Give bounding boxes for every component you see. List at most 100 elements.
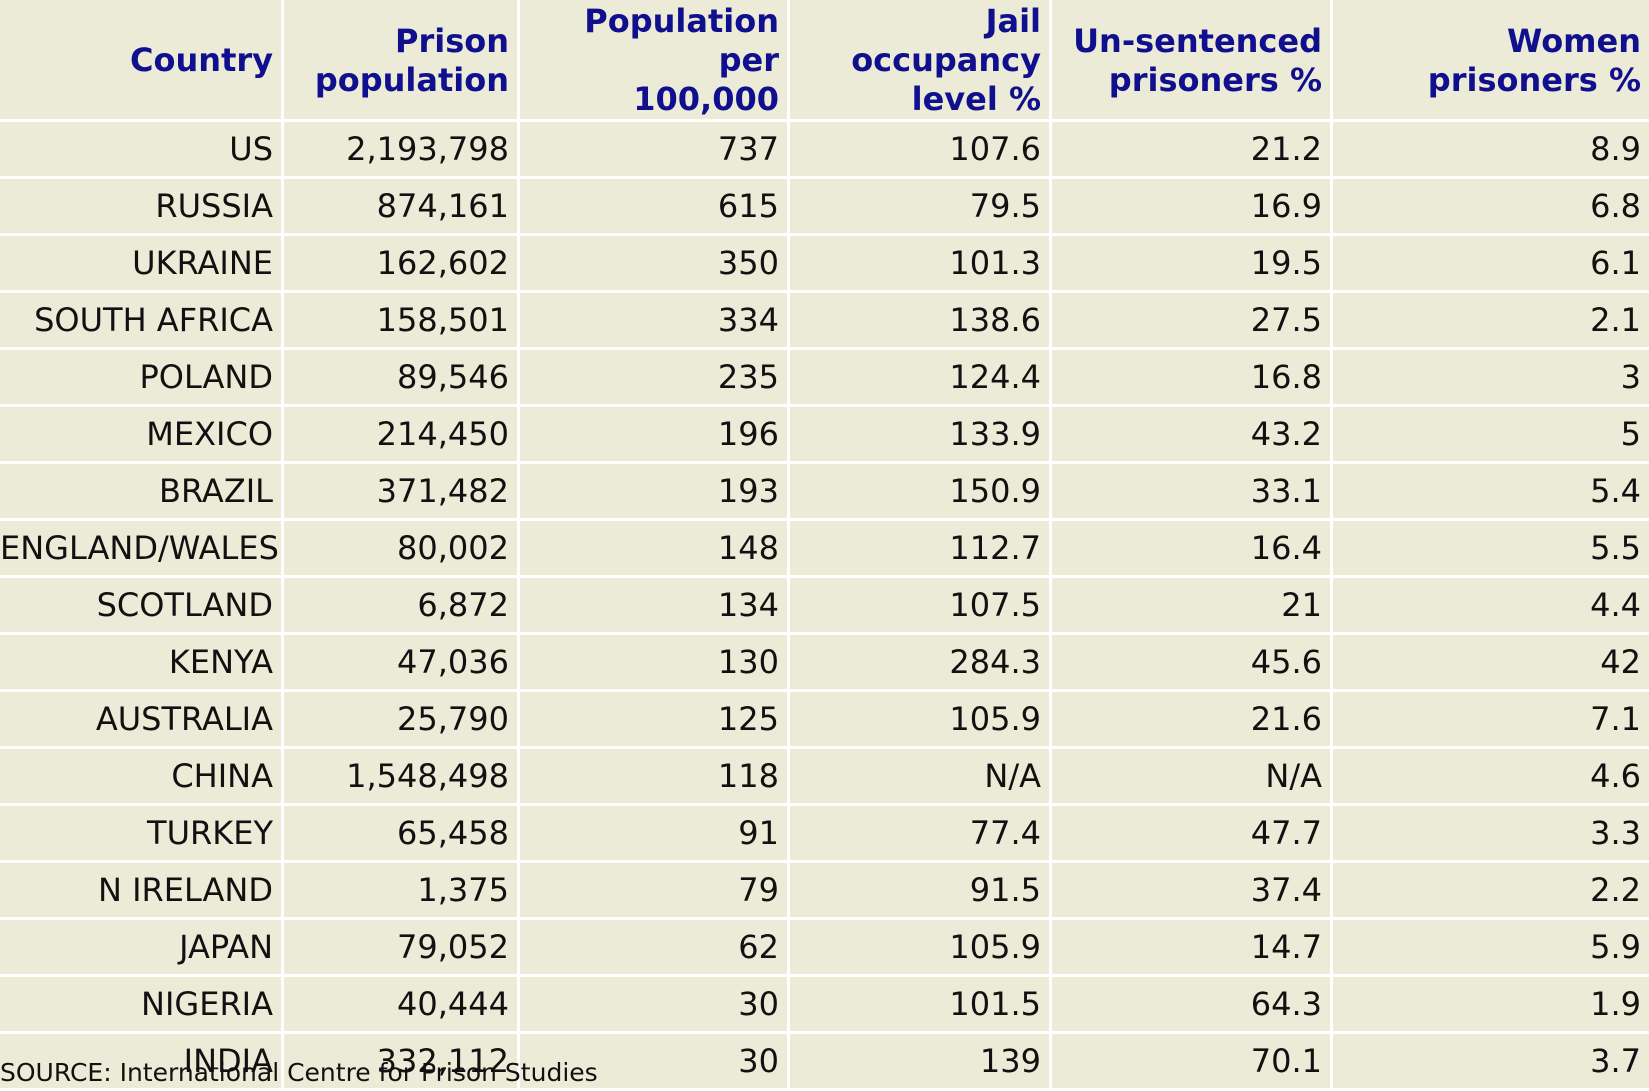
cell-population-per-100000: 196 xyxy=(520,407,790,464)
cell-population-per-100000: 130 xyxy=(520,635,790,692)
cell-women-prisoners: 7.1 xyxy=(1333,692,1649,749)
table-row: MEXICO 214,450 196 133.9 43.2 5 xyxy=(0,407,1649,464)
cell-jail-occupancy: N/A xyxy=(790,749,1052,806)
cell-jail-occupancy: 107.6 xyxy=(790,122,1052,179)
cell-country: SOUTH AFRICA xyxy=(0,293,284,350)
cell-population-per-100000: 125 xyxy=(520,692,790,749)
cell-prison-population: 2,193,798 xyxy=(284,122,520,179)
cell-prison-population: 80,002 xyxy=(284,521,520,578)
cell-country: JAPAN xyxy=(0,920,284,977)
cell-women-prisoners: 8.9 xyxy=(1333,122,1649,179)
table-row: NIGERIA 40,444 30 101.5 64.3 1.9 xyxy=(0,977,1649,1034)
cell-jail-occupancy: 105.9 xyxy=(790,920,1052,977)
cell-women-prisoners: 1.9 xyxy=(1333,977,1649,1034)
column-header-line: level % xyxy=(911,80,1041,118)
cell-prison-population: 40,444 xyxy=(284,977,520,1034)
cell-population-per-100000: 334 xyxy=(520,293,790,350)
cell-unsentenced-prisoners: 27.5 xyxy=(1052,293,1333,350)
cell-jail-occupancy: 138.6 xyxy=(790,293,1052,350)
cell-unsentenced-prisoners: 21 xyxy=(1052,578,1333,635)
column-header-line: population xyxy=(314,60,509,99)
column-header-line: prisoners % xyxy=(1108,60,1322,99)
cell-women-prisoners: 6.8 xyxy=(1333,179,1649,236)
cell-women-prisoners: 2.1 xyxy=(1333,293,1649,350)
cell-population-per-100000: 193 xyxy=(520,464,790,521)
cell-unsentenced-prisoners: 16.4 xyxy=(1052,521,1333,578)
cell-country: MEXICO xyxy=(0,407,284,464)
table-row: AUSTRALIA 25,790 125 105.9 21.6 7.1 xyxy=(0,692,1649,749)
cell-unsentenced-prisoners: 70.1 xyxy=(1052,1034,1333,1091)
cell-women-prisoners: 3.3 xyxy=(1333,806,1649,863)
column-header-country: Country xyxy=(0,0,284,122)
cell-population-per-100000: 118 xyxy=(520,749,790,806)
cell-country: SCOTLAND xyxy=(0,578,284,635)
cell-country: KENYA xyxy=(0,635,284,692)
cell-unsentenced-prisoners: 43.2 xyxy=(1052,407,1333,464)
cell-population-per-100000: 148 xyxy=(520,521,790,578)
cell-unsentenced-prisoners: 37.4 xyxy=(1052,863,1333,920)
cell-country: BRAZIL xyxy=(0,464,284,521)
table-row: N IRELAND 1,375 79 91.5 37.4 2.2 xyxy=(0,863,1649,920)
column-header-line: Un-sentenced xyxy=(1073,21,1322,60)
column-header-line: Women xyxy=(1507,21,1641,60)
cell-women-prisoners: 3.7 xyxy=(1333,1034,1649,1091)
cell-country: UKRAINE xyxy=(0,236,284,293)
cell-women-prisoners: 4.4 xyxy=(1333,578,1649,635)
cell-country: AUSTRALIA xyxy=(0,692,284,749)
cell-country: TURKEY xyxy=(0,806,284,863)
column-header-jail-occupancy: Jail occupancy level % xyxy=(790,0,1052,122)
column-header-line: prisoners % xyxy=(1427,60,1641,99)
table-row: TURKEY 65,458 91 77.4 47.7 3.3 xyxy=(0,806,1649,863)
cell-country: NIGERIA xyxy=(0,977,284,1034)
cell-unsentenced-prisoners: 45.6 xyxy=(1052,635,1333,692)
cell-prison-population: 79,052 xyxy=(284,920,520,977)
cell-unsentenced-prisoners: 64.3 xyxy=(1052,977,1333,1034)
cell-prison-population: 89,546 xyxy=(284,350,520,407)
cell-jail-occupancy: 124.4 xyxy=(790,350,1052,407)
cell-women-prisoners: 6.1 xyxy=(1333,236,1649,293)
cell-prison-population: 162,602 xyxy=(284,236,520,293)
cell-population-per-100000: 235 xyxy=(520,350,790,407)
cell-country: US xyxy=(0,122,284,179)
cell-country: CHINA xyxy=(0,749,284,806)
header-row: Country Prison population Population per 1… xyxy=(0,0,1649,122)
cell-country: POLAND xyxy=(0,350,284,407)
cell-prison-population: 1,548,498 xyxy=(284,749,520,806)
cell-women-prisoners: 5 xyxy=(1333,407,1649,464)
table-row: CHINA 1,548,498 118 N/A N/A 4.6 xyxy=(0,749,1649,806)
cell-jail-occupancy: 284.3 xyxy=(790,635,1052,692)
cell-population-per-100000: 30 xyxy=(520,1034,790,1091)
table-row: KENYA 47,036 130 284.3 45.6 42 xyxy=(0,635,1649,692)
cell-unsentenced-prisoners: 16.8 xyxy=(1052,350,1333,407)
cell-women-prisoners: 3 xyxy=(1333,350,1649,407)
table-row: US 2,193,798 737 107.6 21.2 8.9 xyxy=(0,122,1649,179)
cell-unsentenced-prisoners: 47.7 xyxy=(1052,806,1333,863)
cell-population-per-100000: 62 xyxy=(520,920,790,977)
cell-jail-occupancy: 101.5 xyxy=(790,977,1052,1034)
cell-population-per-100000: 737 xyxy=(520,122,790,179)
cell-prison-population: 371,482 xyxy=(284,464,520,521)
column-header-line: 100,000 xyxy=(633,80,779,118)
cell-unsentenced-prisoners: 16.9 xyxy=(1052,179,1333,236)
cell-jail-occupancy: 77.4 xyxy=(790,806,1052,863)
cell-country: ENGLAND/WALES xyxy=(0,521,284,578)
table-row: SCOTLAND 6,872 134 107.5 21 4.4 xyxy=(0,578,1649,635)
table-row: INDIA 332,112 30 139 70.1 3.7 xyxy=(0,1034,1649,1091)
column-header-population-per-100000: Population per 100,000 xyxy=(520,0,790,122)
cell-jail-occupancy: 112.7 xyxy=(790,521,1052,578)
cell-women-prisoners: 2.2 xyxy=(1333,863,1649,920)
cell-unsentenced-prisoners: 21.2 xyxy=(1052,122,1333,179)
source-note: SOURCE: International Centre for Prison … xyxy=(0,1058,598,1087)
cell-prison-population: 1,375 xyxy=(284,863,520,920)
cell-prison-population: 332,112 xyxy=(284,1034,520,1091)
table-row: JAPAN 79,052 62 105.9 14.7 5.9 xyxy=(0,920,1649,977)
column-header-prison-population: Prison population xyxy=(284,0,520,122)
cell-country: N IRELAND xyxy=(0,863,284,920)
cell-women-prisoners: 4.6 xyxy=(1333,749,1649,806)
cell-women-prisoners: 5.9 xyxy=(1333,920,1649,977)
cell-jail-occupancy: 133.9 xyxy=(790,407,1052,464)
cell-women-prisoners: 5.5 xyxy=(1333,521,1649,578)
cell-jail-occupancy: 101.3 xyxy=(790,236,1052,293)
cell-unsentenced-prisoners: 14.7 xyxy=(1052,920,1333,977)
